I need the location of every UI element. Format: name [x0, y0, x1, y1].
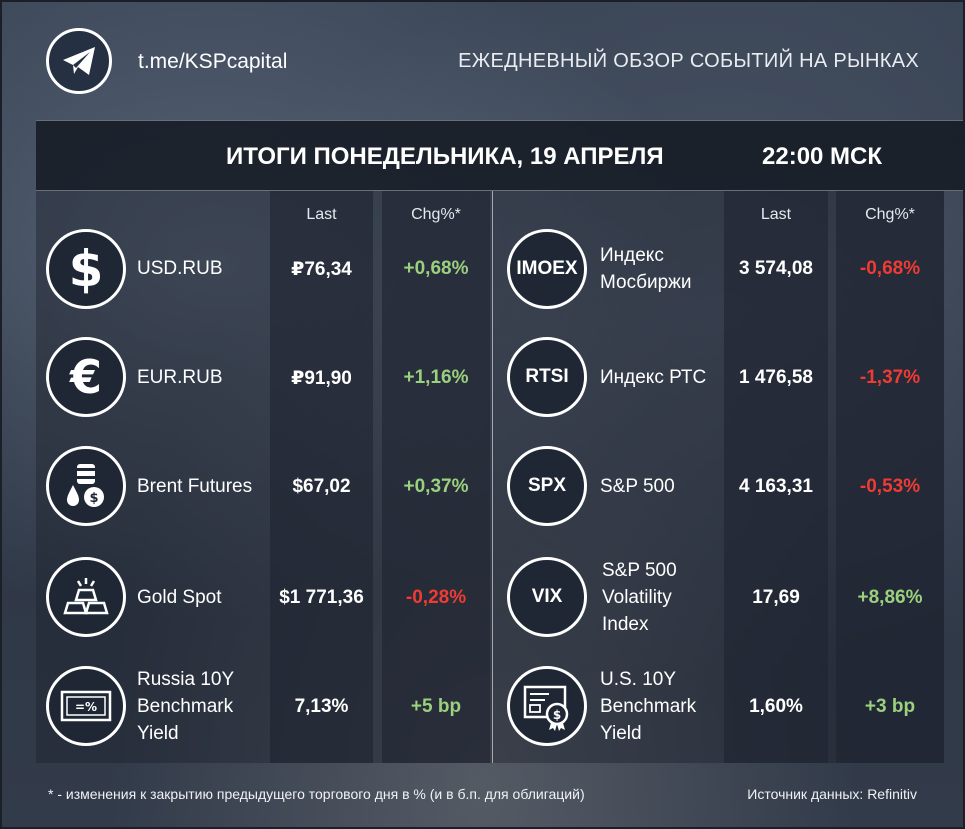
change-value: +3 bp	[864, 696, 916, 717]
last-value: $1 771,36	[279, 587, 364, 608]
tagline: ЕЖЕДНЕВНЫЙ ОБЗОР СОБЫТИЙ НА РЫНКАХ	[458, 50, 919, 72]
svg-text:=%: =%	[75, 700, 97, 714]
column-divider	[492, 191, 493, 763]
right-last-header: Last	[760, 206, 792, 223]
last-value: ₽76,34	[291, 259, 352, 280]
instrument-name: S&P 500 Volatility Index	[602, 560, 677, 635]
spx-code-badge: SPX	[507, 446, 587, 526]
imoex-code-badge: IMOEX	[507, 229, 587, 309]
last-value: 3 574,08	[739, 258, 813, 279]
last-value: 7,13%	[294, 696, 349, 717]
svg-text:$: $	[553, 708, 561, 722]
us-bond-certificate-icon: $	[507, 666, 587, 746]
svg-text:$: $	[89, 491, 98, 506]
change-value: +8,86%	[857, 587, 923, 608]
dollar-icon: $	[46, 229, 126, 309]
instrument-name: USD.RUB	[137, 258, 223, 279]
left-last-column-bg	[270, 191, 373, 763]
instrument-name: Russia 10Y Benchmark Yield	[137, 669, 235, 744]
change-value: -0,28%	[405, 587, 467, 608]
report-time: 22:00 МСК	[762, 143, 883, 170]
last-value: 1,60%	[749, 696, 803, 717]
rtsi-code-badge: RTSI	[507, 337, 587, 417]
instrument-name: Индекс Мосбиржи	[600, 245, 692, 293]
instrument-name: U.S. 10Y Benchmark Yield	[600, 669, 697, 744]
change-value: -0,53%	[859, 476, 921, 497]
telegram-channel-link[interactable]: t.me/KSPcapital	[138, 50, 288, 73]
change-value: -0,68%	[859, 258, 921, 279]
euro-icon: €	[46, 337, 126, 417]
vix-code-badge: VIX	[507, 557, 587, 637]
instrument-name: S&P 500	[600, 476, 675, 497]
last-value: 17,69	[752, 587, 800, 608]
title-bar	[36, 120, 963, 191]
left-chg-column-bg	[382, 191, 490, 763]
right-chg-header: Chg%*	[865, 206, 915, 223]
oil-barrel-icon: $	[46, 446, 126, 526]
data-source: Источник данных: Refinitiv	[747, 786, 917, 802]
change-value: +0,68%	[403, 258, 469, 279]
bond-certificate-icon: =%	[46, 666, 126, 746]
paper-plane-icon	[63, 47, 95, 75]
telegram-logo[interactable]	[46, 28, 112, 94]
last-value: 1 476,58	[739, 367, 813, 388]
change-value: +0,37%	[403, 476, 469, 497]
right-last-column-bg	[724, 191, 828, 763]
last-value: 4 163,31	[739, 476, 813, 497]
right-chg-column-bg	[836, 191, 944, 763]
left-last-header: Last	[306, 206, 337, 223]
instrument-name: Gold Spot	[137, 587, 222, 608]
page-title: ИТОГИ ПОНЕДЕЛЬНИКА, 19 АПРЕЛЯ	[226, 143, 664, 170]
instrument-name: EUR.RUB	[137, 367, 223, 388]
change-value: +1,16%	[403, 367, 469, 388]
last-value: ₽91,90	[291, 368, 352, 389]
instrument-name: Индекс РТС	[600, 367, 707, 388]
change-value: +5 bp	[410, 696, 462, 717]
gold-bars-icon	[46, 557, 126, 637]
footnote: * - изменения к закрытию предыдущего тор…	[48, 786, 585, 802]
last-value: $67,02	[292, 476, 351, 497]
change-value: -1,37%	[859, 367, 921, 388]
instrument-name: Brent Futures	[137, 476, 253, 497]
left-chg-header: Chg%*	[411, 206, 461, 223]
